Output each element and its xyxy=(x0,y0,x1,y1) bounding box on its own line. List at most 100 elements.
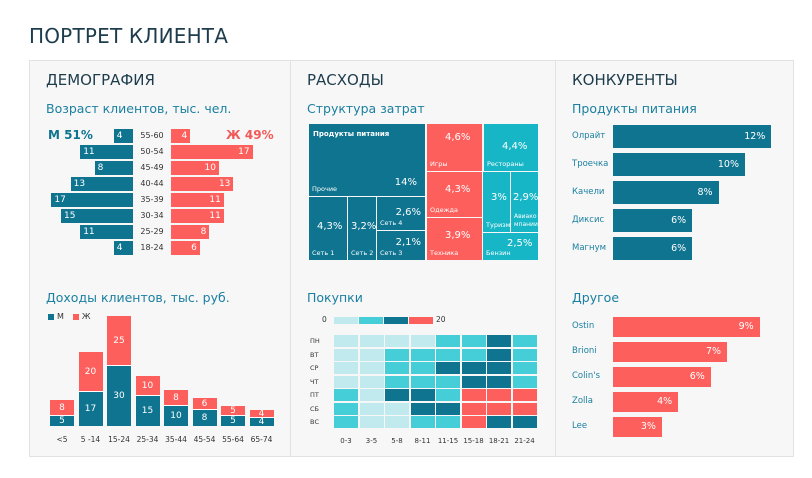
income-bar-male[interactable]: 15 xyxy=(135,396,160,426)
heatmap-cell[interactable] xyxy=(385,402,409,415)
heatmap-cell[interactable] xyxy=(410,348,435,361)
heatmap-cell[interactable] xyxy=(436,402,460,415)
treemap-cell-tech[interactable]: 3,9% Техника xyxy=(427,218,482,260)
heatmap-cell[interactable] xyxy=(487,335,511,347)
competitor-bar[interactable]: 4% xyxy=(613,392,679,412)
heatmap-cell[interactable] xyxy=(334,348,358,361)
heatmap-cell[interactable] xyxy=(436,335,460,347)
treemap-cell-airlines[interactable]: 2,9% Авиако мпании xyxy=(511,172,538,232)
female-age-bar[interactable]: 11 xyxy=(171,209,224,223)
income-bar-female[interactable]: 4 xyxy=(249,410,274,419)
income-bar-male[interactable]: 5 xyxy=(221,416,245,426)
heatmap-cell[interactable] xyxy=(461,402,486,415)
heatmap-cell[interactable] xyxy=(334,416,358,428)
heatmap-cell[interactable] xyxy=(436,348,460,361)
treemap-cell-tourism[interactable]: 3% Туризм xyxy=(483,172,511,232)
female-age-bar[interactable]: 4 xyxy=(171,129,191,143)
competitor-bar[interactable]: 8% xyxy=(613,181,719,204)
heatmap-cell[interactable] xyxy=(359,335,384,347)
heatmap-cell[interactable] xyxy=(512,348,537,361)
heatmap-cell[interactable] xyxy=(461,389,486,401)
income-bar-male[interactable]: 30 xyxy=(107,366,131,426)
heatmap-cell[interactable] xyxy=(359,402,384,415)
competitor-bar[interactable]: 10% xyxy=(613,153,745,176)
treemap-cell-gasoline[interactable]: 2,5% Бензин xyxy=(483,233,538,260)
heatmap-cell[interactable] xyxy=(385,348,409,361)
income-bar-male[interactable]: 5 xyxy=(50,416,74,426)
heatmap-cell[interactable] xyxy=(436,362,460,374)
income-bar-female[interactable]: 5 xyxy=(221,406,245,416)
income-bar-female[interactable]: 25 xyxy=(107,316,131,366)
heatmap-cell[interactable] xyxy=(461,362,486,374)
female-age-bar[interactable]: 10 xyxy=(171,161,219,175)
income-bar-female[interactable]: 6 xyxy=(192,398,217,410)
heatmap-cell[interactable] xyxy=(512,375,537,388)
competitor-bar[interactable]: 6% xyxy=(613,367,711,387)
female-age-bar[interactable]: 13 xyxy=(171,177,234,191)
heatmap-cell[interactable] xyxy=(359,416,384,428)
male-age-bar[interactable]: 8 xyxy=(94,161,133,175)
heatmap-cell[interactable] xyxy=(512,335,537,347)
heatmap-cell[interactable] xyxy=(385,375,409,388)
male-age-bar[interactable]: 17 xyxy=(51,193,133,207)
heatmap-cell[interactable] xyxy=(334,389,358,401)
heatmap-cell[interactable] xyxy=(461,348,486,361)
heatmap-cell[interactable] xyxy=(385,416,409,428)
treemap-cell-other-food[interactable]: Продукты питания 14% Прочие xyxy=(309,124,425,196)
treemap-cell-clothes[interactable]: 4,3% Одежда xyxy=(427,172,482,217)
heatmap-cell[interactable] xyxy=(487,389,511,401)
income-bar-female[interactable]: 10 xyxy=(135,376,160,396)
competitor-bar[interactable]: 6% xyxy=(613,237,693,260)
treemap-cell-net1[interactable]: 4,3% Сеть 1 xyxy=(309,197,347,260)
female-age-bar[interactable]: 11 xyxy=(171,193,224,207)
heatmap-cell[interactable] xyxy=(359,362,384,374)
heatmap-cell[interactable] xyxy=(385,389,409,401)
male-age-bar[interactable]: 4 xyxy=(113,241,133,255)
heatmap-cell[interactable] xyxy=(461,416,486,428)
heatmap-cell[interactable] xyxy=(410,335,435,347)
heatmap-cell[interactable] xyxy=(512,416,537,428)
heatmap-cell[interactable] xyxy=(410,375,435,388)
heatmap-cell[interactable] xyxy=(487,362,511,374)
heatmap-cell[interactable] xyxy=(436,416,460,428)
income-bar-female[interactable]: 8 xyxy=(50,400,74,416)
heatmap-cell[interactable] xyxy=(385,362,409,374)
heatmap-cell[interactable] xyxy=(385,335,409,347)
heatmap-cell[interactable] xyxy=(436,389,460,401)
heatmap-cell[interactable] xyxy=(512,389,537,401)
heatmap-cell[interactable] xyxy=(512,402,537,415)
treemap-cell-net4[interactable]: 2,6% Сеть 4 xyxy=(377,197,425,230)
income-bar-female[interactable]: 8 xyxy=(164,390,188,406)
treemap-cell-net2[interactable]: 3,2% Сеть 2 xyxy=(348,197,376,260)
income-bar-male[interactable]: 17 xyxy=(78,392,103,426)
male-age-bar[interactable]: 11 xyxy=(80,225,133,239)
heatmap-cell[interactable] xyxy=(461,375,486,388)
competitor-bar[interactable]: 6% xyxy=(613,209,693,232)
income-bar-male[interactable]: 4 xyxy=(249,418,274,427)
heatmap-cell[interactable] xyxy=(436,375,460,388)
male-age-bar[interactable]: 15 xyxy=(61,209,133,223)
heatmap-cell[interactable] xyxy=(410,362,435,374)
heatmap-cell[interactable] xyxy=(334,335,358,347)
competitor-bar[interactable]: 9% xyxy=(613,317,760,337)
heatmap-cell[interactable] xyxy=(487,375,511,388)
female-age-bar[interactable]: 17 xyxy=(171,145,253,159)
competitor-bar[interactable]: 12% xyxy=(613,125,772,148)
female-age-bar[interactable]: 8 xyxy=(171,225,210,239)
treemap-cell-games[interactable]: 4,6% Игры xyxy=(427,124,482,171)
income-bar-female[interactable]: 20 xyxy=(78,352,103,392)
income-bar-male[interactable]: 8 xyxy=(192,410,217,426)
male-age-bar[interactable]: 11 xyxy=(80,145,133,159)
heatmap-cell[interactable] xyxy=(359,348,384,361)
heatmap-cell[interactable] xyxy=(359,389,384,401)
heatmap-cell[interactable] xyxy=(487,416,511,428)
female-age-bar[interactable]: 6 xyxy=(171,241,200,255)
treemap-cell-restaurants[interactable]: 4,4% Рестораны xyxy=(484,124,538,171)
heatmap-cell[interactable] xyxy=(410,416,435,428)
male-age-bar[interactable]: 4 xyxy=(113,129,133,143)
competitor-bar[interactable]: 7% xyxy=(613,342,728,362)
heatmap-cell[interactable] xyxy=(512,362,537,374)
heatmap-cell[interactable] xyxy=(410,402,435,415)
heatmap-cell[interactable] xyxy=(410,389,435,401)
treemap-cell-net3[interactable]: 2,1% Сеть 3 xyxy=(377,231,425,260)
